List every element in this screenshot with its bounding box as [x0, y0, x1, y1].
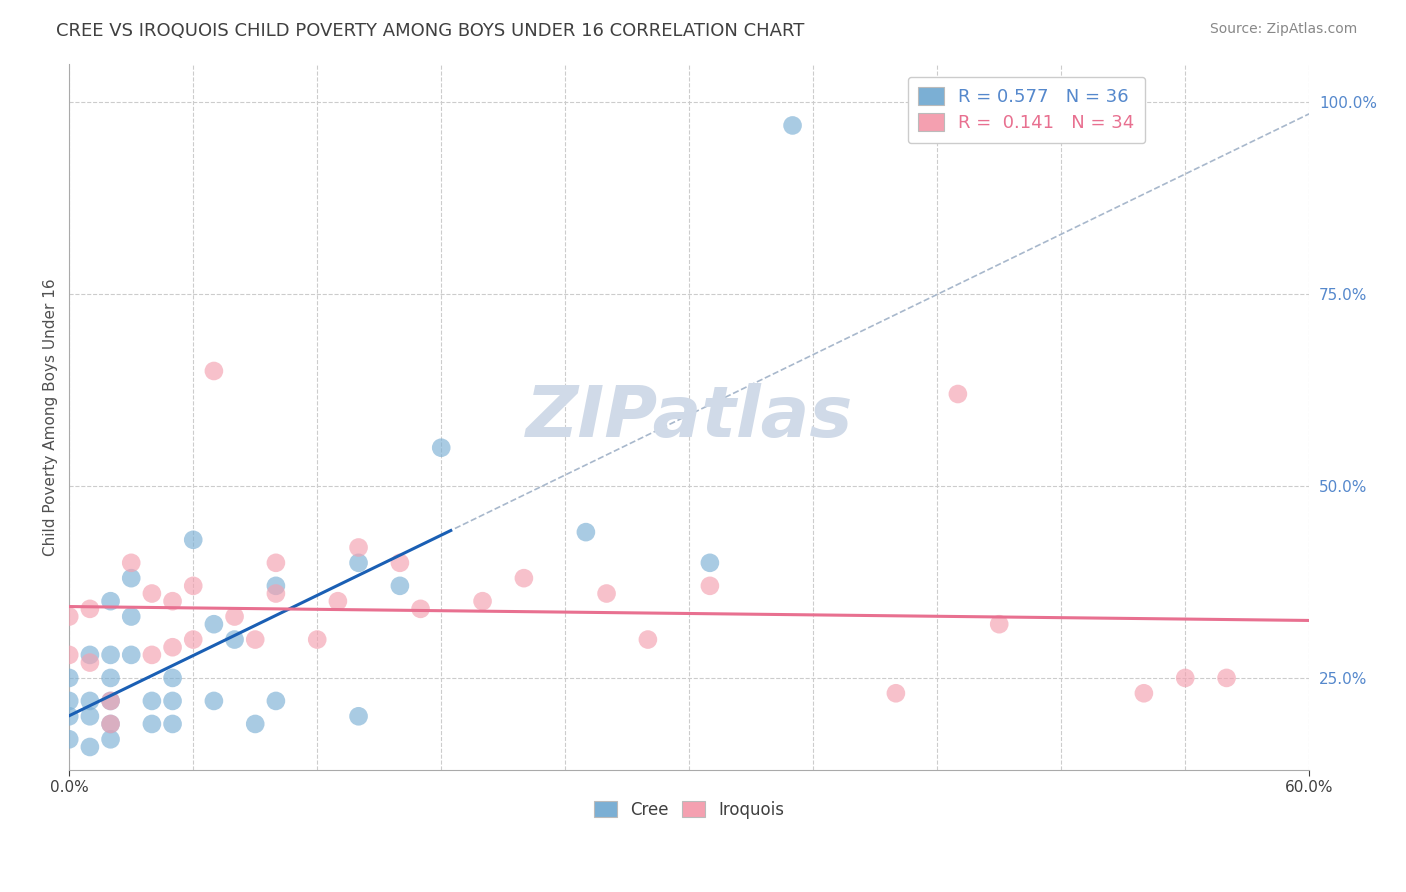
Point: [782, 119, 804, 133]
Point: [79, 602, 101, 616]
Point: [181, 632, 204, 647]
Point: [430, 441, 453, 455]
Legend: Cree, Iroquois: Cree, Iroquois: [586, 794, 792, 825]
Point: [347, 709, 370, 723]
Point: [699, 556, 721, 570]
Point: [884, 686, 907, 700]
Point: [946, 387, 969, 401]
Y-axis label: Child Poverty Among Boys Under 16: Child Poverty Among Boys Under 16: [44, 278, 58, 556]
Point: [181, 579, 204, 593]
Point: [307, 632, 329, 647]
Point: [58, 648, 80, 662]
Point: [58, 609, 80, 624]
Point: [120, 609, 142, 624]
Point: [388, 579, 411, 593]
Point: [388, 556, 411, 570]
Point: [79, 709, 101, 723]
Point: [224, 632, 246, 647]
Point: [162, 640, 184, 655]
Point: [100, 732, 122, 747]
Point: [326, 594, 349, 608]
Point: [1215, 671, 1237, 685]
Point: [79, 648, 101, 662]
Point: [202, 694, 225, 708]
Point: [162, 594, 184, 608]
Point: [58, 732, 80, 747]
Point: [347, 541, 370, 555]
Point: [409, 602, 432, 616]
Point: [79, 656, 101, 670]
Point: [264, 694, 287, 708]
Text: Source: ZipAtlas.com: Source: ZipAtlas.com: [1209, 22, 1357, 37]
Point: [141, 648, 163, 662]
Point: [100, 671, 122, 685]
Point: [120, 556, 142, 570]
Point: [79, 694, 101, 708]
Point: [1133, 686, 1156, 700]
Point: [264, 586, 287, 600]
Point: [699, 579, 721, 593]
Point: [513, 571, 536, 585]
Point: [141, 586, 163, 600]
Point: [58, 671, 80, 685]
Point: [595, 586, 617, 600]
Point: [141, 694, 163, 708]
Point: [202, 617, 225, 632]
Point: [100, 717, 122, 731]
Point: [58, 694, 80, 708]
Point: [181, 533, 204, 547]
Point: [245, 632, 267, 647]
Text: ZIPatlas: ZIPatlas: [526, 383, 853, 451]
Point: [637, 632, 659, 647]
Point: [988, 617, 1011, 632]
Point: [347, 556, 370, 570]
Point: [224, 609, 246, 624]
Point: [575, 525, 598, 540]
Point: [100, 694, 122, 708]
Point: [79, 739, 101, 754]
Point: [141, 717, 163, 731]
Point: [264, 579, 287, 593]
Point: [120, 648, 142, 662]
Text: CREE VS IROQUOIS CHILD POVERTY AMONG BOYS UNDER 16 CORRELATION CHART: CREE VS IROQUOIS CHILD POVERTY AMONG BOY…: [56, 22, 804, 40]
Point: [58, 709, 80, 723]
Point: [471, 594, 494, 608]
Point: [162, 717, 184, 731]
Point: [100, 648, 122, 662]
Point: [245, 717, 267, 731]
Point: [1174, 671, 1197, 685]
Point: [100, 717, 122, 731]
Point: [100, 694, 122, 708]
Point: [264, 556, 287, 570]
Point: [162, 694, 184, 708]
Point: [162, 671, 184, 685]
Point: [202, 364, 225, 378]
Point: [120, 571, 142, 585]
Point: [100, 594, 122, 608]
